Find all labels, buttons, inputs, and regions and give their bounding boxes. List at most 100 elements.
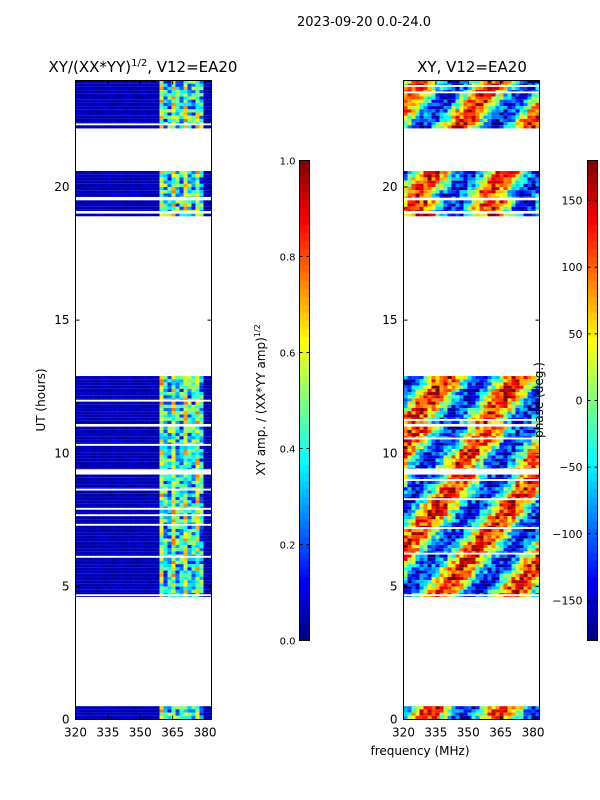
heatmap-cell	[95, 455, 100, 459]
heatmap-cell	[143, 596, 148, 598]
heatmap-cell	[135, 213, 140, 217]
heatmap-cell	[119, 528, 124, 533]
heatmap-cell	[83, 583, 88, 587]
heatmap-cell	[135, 509, 140, 513]
heatmap-cell	[131, 583, 136, 587]
heatmap-cell	[103, 532, 108, 536]
heatmap-cell	[487, 496, 492, 499]
heatmap-cell	[163, 382, 168, 386]
heatmap-cell	[403, 557, 408, 561]
heatmap-cell	[131, 408, 136, 412]
heatmap-cell	[79, 96, 84, 100]
heatmap-cell	[531, 583, 536, 587]
heatmap-cell	[123, 465, 128, 469]
heatmap-cell	[139, 382, 144, 386]
heatmap-cell	[79, 516, 84, 520]
heatmap-cell	[487, 580, 492, 584]
heatmap-cell	[443, 516, 448, 520]
heatmap-cell	[163, 442, 168, 444]
heatmap-cell	[87, 171, 92, 175]
heatmap-cell	[471, 544, 476, 549]
heatmap-cell	[411, 493, 416, 497]
heatmap-cell	[495, 519, 500, 523]
heatmap-cell	[515, 544, 520, 549]
heatmap-cell	[183, 193, 188, 197]
heatmap-cell	[87, 109, 92, 113]
heatmap-cell	[139, 548, 144, 552]
heatmap-cell	[163, 187, 168, 191]
heatmap-cell	[499, 580, 504, 584]
heatmap-cell	[123, 715, 128, 719]
heatmap-cell	[491, 573, 496, 577]
heatmap-cell	[419, 541, 424, 545]
heatmap-cell	[143, 468, 148, 470]
heatmap-span	[75, 171, 212, 198]
heatmap-cell	[103, 433, 108, 437]
heatmap-cell	[99, 522, 104, 524]
heatmap-cell	[207, 570, 212, 574]
heatmap-cell	[95, 551, 100, 555]
heatmap-cell	[503, 554, 508, 558]
heatmap-cell	[171, 417, 176, 421]
heatmap-cell	[151, 516, 156, 520]
heatmap-cell	[515, 706, 520, 710]
heatmap-cell	[191, 118, 196, 123]
heatmap-cell	[163, 106, 168, 110]
heatmap-cell	[195, 516, 200, 520]
heatmap-cell	[103, 429, 108, 434]
heatmap-cell	[403, 541, 408, 545]
heatmap-cell	[207, 442, 212, 444]
heatmap-cell	[475, 532, 480, 536]
heatmap-cell	[163, 706, 168, 710]
heatmap-cell	[523, 503, 528, 507]
heatmap-cell	[435, 477, 440, 480]
heatmap-cell	[187, 506, 192, 508]
heatmap-cell	[187, 385, 192, 389]
heatmap-cell	[191, 477, 196, 481]
heatmap-cell	[131, 516, 136, 520]
heatmap-cell	[451, 573, 456, 577]
heatmap-cell	[171, 570, 176, 574]
heatmap-cell	[95, 564, 100, 568]
heatmap-cell	[179, 554, 184, 556]
heatmap-cell	[459, 564, 464, 568]
heatmap-cell	[111, 452, 116, 456]
heatmap-cell	[159, 417, 164, 421]
heatmap-cell	[79, 379, 84, 383]
heatmap-cell	[139, 398, 144, 400]
heatmap-cell	[83, 401, 88, 405]
heatmap-cell	[471, 490, 476, 494]
heatmap-cell	[503, 548, 508, 552]
heatmap-cell	[407, 706, 412, 710]
heatmap-cell	[527, 490, 532, 494]
heatmap-cell	[175, 398, 180, 400]
heatmap-cell	[75, 180, 80, 184]
heatmap-cell	[199, 477, 204, 481]
heatmap-cell	[163, 589, 168, 593]
heatmap-cell	[107, 477, 112, 481]
heatmap-cell	[499, 715, 504, 719]
heatmap-cell	[79, 589, 84, 593]
heatmap-cell	[75, 570, 80, 574]
heatmap-cell	[167, 541, 172, 545]
heatmap-cell	[419, 709, 424, 713]
heatmap-cell	[187, 573, 192, 577]
heatmap-cell	[91, 480, 96, 485]
heatmap-cell	[203, 496, 208, 501]
heatmap-cell	[115, 706, 120, 710]
heatmap-cell	[171, 525, 176, 529]
heatmap-cell	[167, 519, 172, 523]
heatmap-cell	[91, 715, 96, 719]
heatmap-cell	[119, 535, 124, 539]
heatmap-cell	[527, 512, 532, 517]
heatmap-cell	[407, 573, 412, 577]
heatmap-cell	[163, 500, 168, 504]
heatmap-cell	[195, 187, 200, 191]
heatmap-cell	[143, 474, 148, 478]
heatmap-cell	[179, 213, 184, 217]
heatmap-cell	[123, 589, 128, 593]
heatmap-cell	[535, 706, 540, 710]
heatmap-cell	[515, 583, 520, 587]
heatmap-cell	[135, 564, 140, 568]
heatmap-cell	[139, 570, 144, 574]
